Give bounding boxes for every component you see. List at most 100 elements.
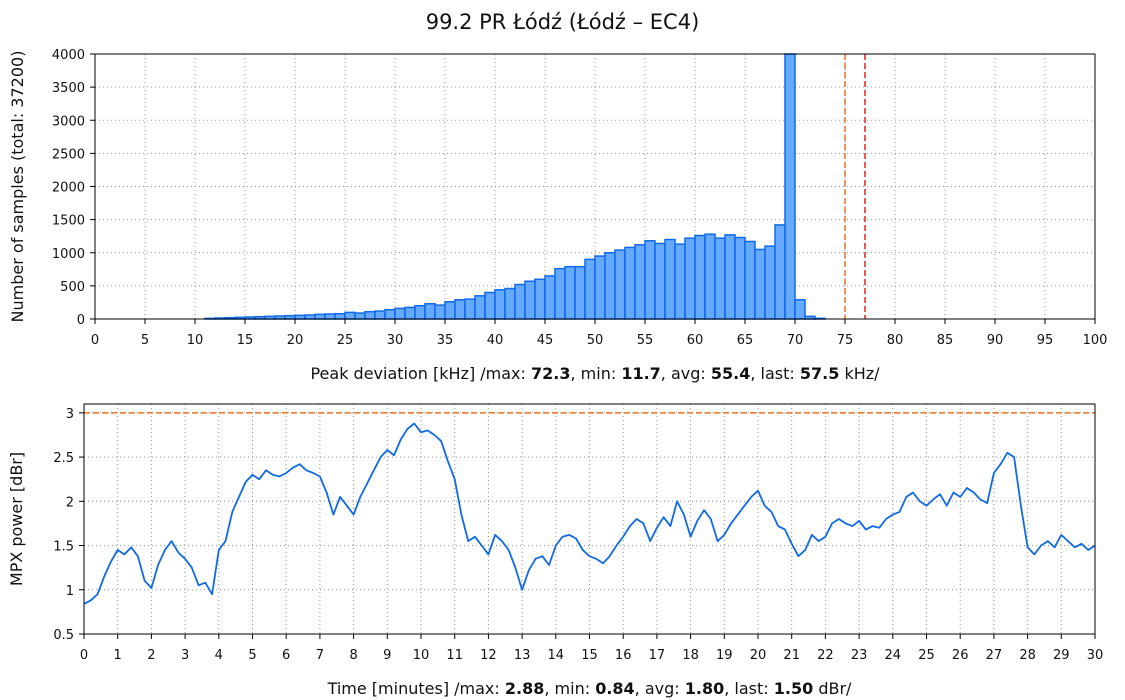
histogram-bar (554, 267, 566, 320)
histogram-y-axis-label: Number of samples (total: 37200) (8, 51, 27, 323)
histogram-bar (584, 258, 596, 320)
y-tick-label: 2.5 (53, 451, 74, 466)
mpx-power-chart: 0 1 2 3 4 5 6 7 8 9 10 11 12 13 14 15 16 17 18 19 20 21 22 23 24… (7, 403, 1103, 698)
x-tick-label: 20 (287, 333, 304, 348)
histogram-bar (714, 237, 726, 320)
histogram-bar (324, 313, 336, 320)
histogram-reference-lines (844, 54, 866, 319)
histogram-bar (624, 246, 636, 320)
histogram-bars (204, 53, 826, 320)
x-tick-label: 95 (1037, 333, 1054, 348)
x-tick-label: 11 (446, 648, 463, 663)
histogram-bar (544, 275, 556, 320)
x-tick-label: 70 (787, 333, 804, 348)
histogram-bar (594, 255, 606, 320)
y-tick-label: 3 (66, 407, 74, 422)
histogram-bar (744, 240, 756, 320)
histogram-bar (374, 310, 386, 320)
histogram-bar (694, 234, 706, 320)
x-tick-label: 4 (215, 648, 223, 663)
x-tick-label: 17 (649, 648, 666, 663)
histogram-bar (424, 303, 436, 320)
y-tick-label: 3000 (52, 114, 85, 129)
histogram-bar (494, 289, 506, 320)
x-tick-label: 16 (615, 648, 632, 663)
mpx-frame (83, 403, 1096, 635)
x-tick-label: 80 (887, 333, 904, 348)
x-tick-label: 6 (282, 648, 290, 663)
x-tick-label: 19 (716, 648, 733, 663)
histogram-bar (344, 311, 356, 320)
x-tick-label: 28 (1019, 648, 1036, 663)
histogram-bar (734, 236, 746, 320)
y-tick-label: 1.5 (53, 540, 74, 555)
mpx-x-axis-label: Time [minutes] /max: 2.88, min: 0.84, av… (327, 679, 852, 698)
histogram-bar (414, 305, 426, 320)
histogram-bar (574, 265, 586, 320)
x-tick-label: 27 (986, 648, 1003, 663)
x-tick-label: 15 (237, 333, 254, 348)
y-tick-label: 1 (66, 584, 74, 599)
histogram-bar (724, 234, 736, 320)
x-tick-label: 85 (937, 333, 954, 348)
x-tick-label: 30 (1087, 648, 1104, 663)
y-tick-label: 4000 (52, 48, 85, 63)
x-tick-label: 8 (349, 648, 357, 663)
y-tick-label: 3500 (52, 81, 85, 96)
y-tick-label: 2500 (52, 147, 85, 162)
histogram-bar (354, 312, 366, 320)
histogram-bar (654, 242, 666, 320)
histogram-bar (384, 308, 396, 320)
histogram-bar (674, 243, 686, 320)
y-tick-label: 0.5 (53, 628, 74, 643)
x-tick-label: 75 (837, 333, 854, 348)
x-tick-label: 25 (918, 648, 935, 663)
histogram-bar (394, 307, 406, 320)
x-tick-label: 18 (682, 648, 699, 663)
histogram-bar (504, 287, 516, 320)
x-tick-label: 10 (187, 333, 204, 348)
histogram-y-ticks: 0 500 1000 1500 2000 2500 3000 3500 4000 (52, 48, 95, 328)
x-tick-label: 26 (952, 648, 969, 663)
histogram-bar (684, 237, 696, 320)
mpx-x-ticks: 0 1 2 3 4 5 6 7 8 9 10 11 12 13 14 15 16 17 18 19 20 21 22 23 24… (80, 634, 1103, 663)
x-tick-label: 45 (537, 333, 554, 348)
x-tick-label: 20 (750, 648, 767, 663)
x-tick-label: 24 (885, 648, 902, 663)
x-tick-label: 15 (581, 648, 598, 663)
y-tick-label: 2000 (52, 181, 85, 196)
x-tick-label: 30 (387, 333, 404, 348)
histogram-bar (794, 299, 806, 320)
x-tick-label: 12 (480, 648, 497, 663)
x-tick-label: 40 (487, 333, 504, 348)
x-tick-label: 100 (1083, 333, 1108, 348)
x-tick-label: 60 (687, 333, 704, 348)
histogram-bar (764, 245, 776, 320)
histogram-bar (294, 314, 306, 320)
histogram-bar (704, 233, 716, 320)
histogram-chart: 0 5 10 15 20 25 30 35 40 45 50 55 60 65 70 75 80 85 90 95 10… (8, 48, 1107, 383)
mpx-y-ticks: 0.5 1 1.5 2 2.5 3 (53, 407, 84, 643)
x-tick-label: 55 (637, 333, 654, 348)
x-tick-label: 0 (80, 648, 88, 663)
histogram-bar (614, 249, 626, 320)
histogram-bar (404, 306, 416, 320)
x-tick-label: 50 (587, 333, 604, 348)
histogram-bar (564, 265, 576, 320)
x-tick-label: 1 (114, 648, 122, 663)
x-tick-label: 9 (383, 648, 391, 663)
x-tick-label: 5 (141, 333, 149, 348)
y-tick-label: 1500 (52, 214, 85, 229)
histogram-bar (314, 313, 326, 320)
page-title: 99.2 PR Łódź (Łódź – EC4) (425, 10, 700, 34)
x-tick-label: 25 (337, 333, 354, 348)
x-tick-label: 23 (851, 648, 868, 663)
y-tick-label: 500 (60, 280, 85, 295)
histogram-bar (534, 278, 546, 320)
histogram-bar (334, 312, 346, 320)
y-tick-label: 1000 (52, 247, 85, 262)
histogram-x-ticks: 0 5 10 15 20 25 30 35 40 45 50 55 60 65 70 75 80 85 90 95 10… (91, 319, 1108, 348)
histogram-bar (364, 310, 376, 320)
x-tick-label: 14 (548, 648, 565, 663)
